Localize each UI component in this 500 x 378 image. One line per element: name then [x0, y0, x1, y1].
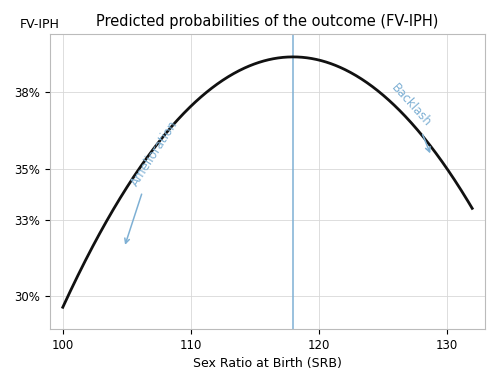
X-axis label: Sex Ratio at Birth (SRB): Sex Ratio at Birth (SRB)	[193, 357, 342, 370]
Text: Backlash: Backlash	[388, 81, 434, 152]
Title: Predicted probabilities of the outcome (FV-IPH): Predicted probabilities of the outcome (…	[96, 14, 438, 29]
Text: FV-IPH: FV-IPH	[20, 18, 59, 31]
Text: Amelioration: Amelioration	[125, 118, 181, 243]
